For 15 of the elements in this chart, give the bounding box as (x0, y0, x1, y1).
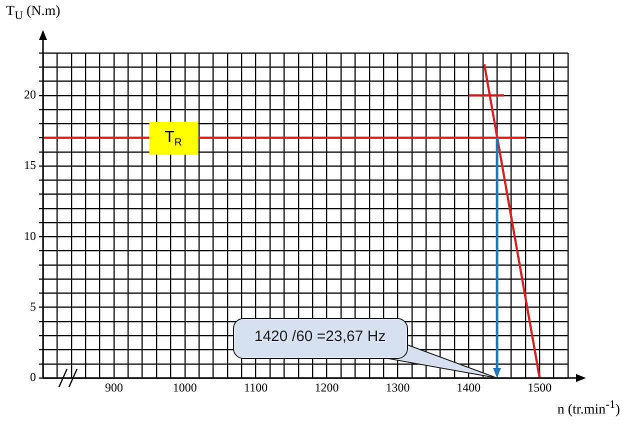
x-tick-label: 900 (104, 380, 123, 394)
y-tick-label: 15 (24, 158, 36, 172)
x-tick-label: 1000 (172, 380, 197, 394)
x-tick-label: 1400 (456, 380, 481, 394)
y-tick-label: 10 (24, 228, 36, 243)
y-tick-label: 5 (30, 300, 36, 314)
x-tick-label: 1100 (244, 380, 268, 394)
y-axis-title: T$_{U}$ (N.m) (6, 4, 60, 22)
y-tick-label: 0 (30, 370, 36, 384)
x-axis-title: n (tr.min$^{-1}$) (557, 398, 620, 419)
y-tick-label: 20 (24, 88, 36, 102)
annotation: 1420 /60 =23,67 Hz (253, 326, 387, 346)
x-tick-label: 1200 (314, 380, 339, 394)
x-tick-label: 1500 (528, 380, 552, 394)
x-tick-label: 1300 (386, 380, 410, 394)
